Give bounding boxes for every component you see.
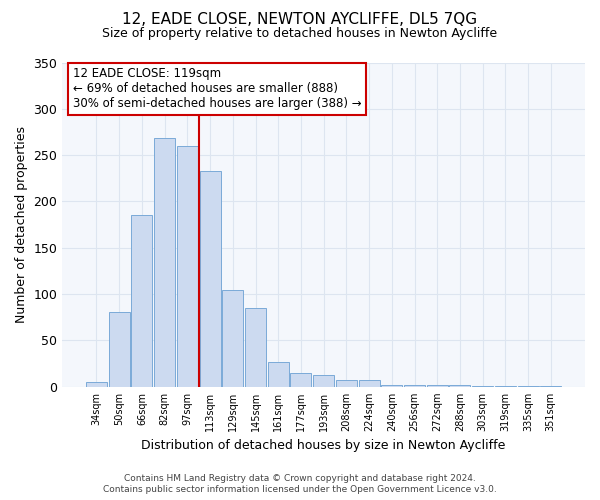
Bar — [245, 308, 266, 387]
Bar — [382, 385, 402, 387]
Bar — [268, 362, 289, 387]
Bar — [518, 386, 539, 387]
Bar — [290, 373, 311, 387]
X-axis label: Distribution of detached houses by size in Newton Aycliffe: Distribution of detached houses by size … — [142, 440, 506, 452]
Text: 12 EADE CLOSE: 119sqm
← 69% of detached houses are smaller (888)
30% of semi-det: 12 EADE CLOSE: 119sqm ← 69% of detached … — [73, 68, 361, 110]
Bar — [541, 386, 561, 387]
Bar — [223, 290, 243, 387]
Y-axis label: Number of detached properties: Number of detached properties — [15, 126, 28, 323]
Bar — [109, 312, 130, 387]
Text: Contains HM Land Registry data © Crown copyright and database right 2024.
Contai: Contains HM Land Registry data © Crown c… — [103, 474, 497, 494]
Bar — [359, 380, 380, 387]
Bar — [336, 380, 357, 387]
Bar — [472, 386, 493, 387]
Bar — [86, 382, 107, 387]
Bar — [200, 171, 221, 387]
Bar — [495, 386, 516, 387]
Text: 12, EADE CLOSE, NEWTON AYCLIFFE, DL5 7QG: 12, EADE CLOSE, NEWTON AYCLIFFE, DL5 7QG — [122, 12, 478, 28]
Bar — [177, 146, 198, 387]
Bar — [404, 385, 425, 387]
Bar — [427, 385, 448, 387]
Text: Size of property relative to detached houses in Newton Aycliffe: Size of property relative to detached ho… — [103, 28, 497, 40]
Bar — [449, 385, 470, 387]
Bar — [154, 138, 175, 387]
Bar — [131, 216, 152, 387]
Bar — [313, 375, 334, 387]
